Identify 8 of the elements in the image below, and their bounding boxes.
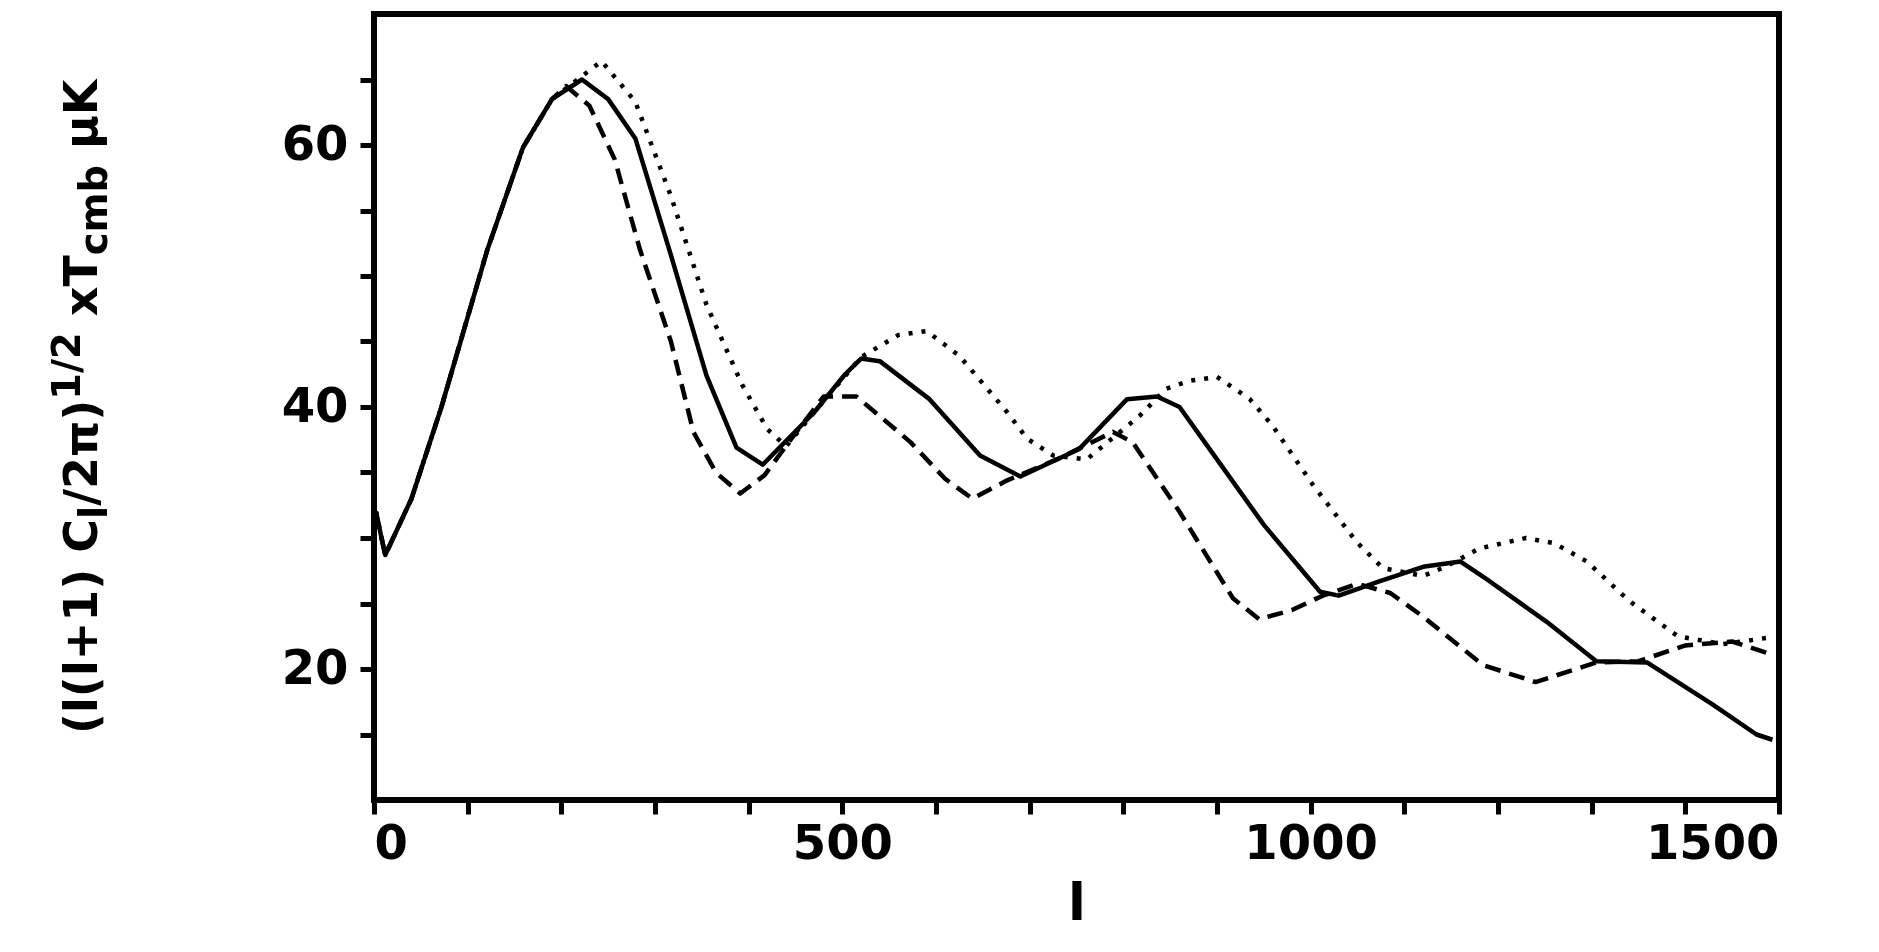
- y-tick-label: 40: [281, 376, 349, 433]
- x-axis-title: l: [1068, 871, 1086, 932]
- y-tick-label: 60: [281, 114, 349, 171]
- x-tick-label: 1500: [1645, 813, 1780, 870]
- x-tick-label: 500: [792, 813, 893, 870]
- x-tick-label: 0: [374, 813, 408, 870]
- x-tick-label: 1000: [1244, 813, 1378, 870]
- y-tick-label: 20: [281, 638, 349, 695]
